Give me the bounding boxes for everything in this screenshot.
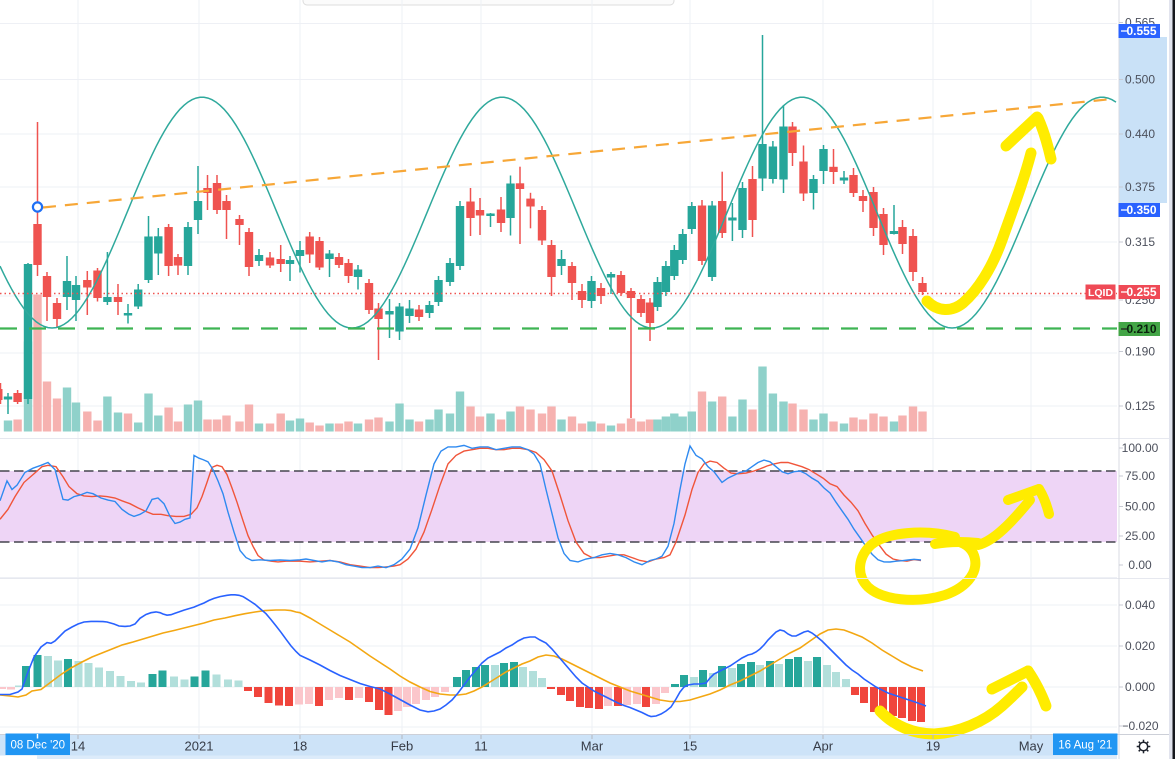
svg-text:25.00: 25.00 (1125, 529, 1155, 543)
svg-text:16 Aug '21: 16 Aug '21 (1058, 739, 1112, 751)
svg-text:0.500: 0.500 (1125, 73, 1155, 87)
svg-text:0.255: 0.255 (1126, 285, 1156, 299)
svg-text:0.040: 0.040 (1125, 598, 1155, 612)
svg-text:11: 11 (474, 739, 488, 754)
svg-text:0.210: 0.210 (1126, 322, 1156, 336)
svg-text:50.00: 50.00 (1125, 500, 1155, 514)
svg-text:Feb: Feb (391, 739, 413, 754)
svg-text:0.125: 0.125 (1125, 399, 1155, 413)
svg-text:0.020: 0.020 (1125, 639, 1155, 653)
svg-text:75.00: 75.00 (1125, 469, 1155, 483)
svg-text:0.440: 0.440 (1125, 127, 1155, 141)
svg-text:0.350: 0.350 (1126, 203, 1156, 217)
svg-text:18: 18 (293, 739, 307, 754)
svg-text:08 Dec '20: 08 Dec '20 (10, 739, 65, 751)
svg-text:15: 15 (683, 739, 697, 754)
svg-text:−0.020: −0.020 (1121, 719, 1158, 733)
svg-text:100.00: 100.00 (1122, 441, 1159, 455)
svg-text:0.555: 0.555 (1126, 24, 1156, 38)
svg-text:19: 19 (926, 739, 940, 754)
svg-text:May: May (1019, 739, 1044, 754)
svg-text:0.190: 0.190 (1125, 345, 1155, 359)
svg-text:Mar: Mar (581, 739, 604, 754)
svg-text:0.375: 0.375 (1125, 180, 1155, 194)
svg-text:14: 14 (71, 739, 85, 754)
svg-text:LQID: LQID (1088, 287, 1113, 299)
svg-text:2021: 2021 (185, 739, 214, 754)
svg-text:0.315: 0.315 (1125, 235, 1155, 249)
svg-text:0.00: 0.00 (1128, 558, 1152, 572)
svg-text:Apr: Apr (813, 739, 834, 754)
svg-text:0.000: 0.000 (1125, 680, 1155, 694)
